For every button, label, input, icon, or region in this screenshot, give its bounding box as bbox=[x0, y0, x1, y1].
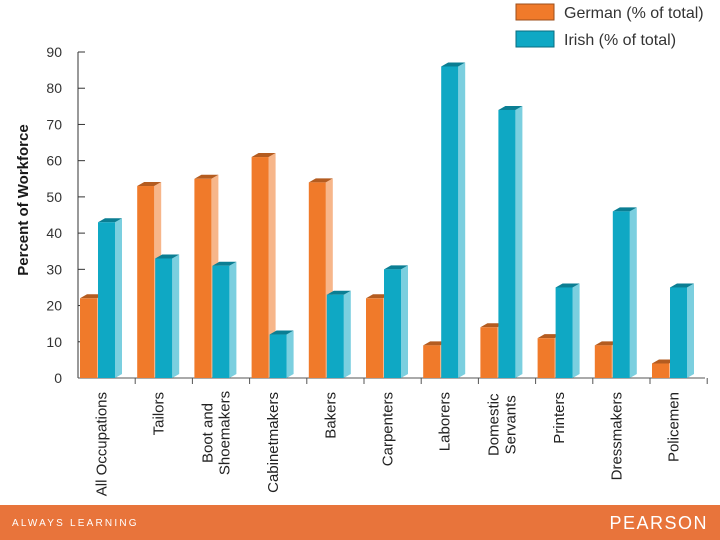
y-tick-label: 40 bbox=[46, 225, 62, 241]
bar-top bbox=[441, 62, 466, 67]
y-tick-label: 30 bbox=[46, 261, 62, 277]
category-label: Bakers bbox=[322, 392, 339, 439]
bar bbox=[269, 330, 294, 378]
bar-front bbox=[384, 269, 401, 378]
bar-front bbox=[194, 178, 212, 378]
bar-front bbox=[498, 109, 516, 378]
bar bbox=[498, 105, 523, 378]
y-tick-label: 20 bbox=[46, 298, 62, 314]
bar-side bbox=[629, 207, 637, 378]
bar-side bbox=[229, 261, 237, 378]
bar-top bbox=[155, 254, 180, 259]
bar-front bbox=[612, 211, 630, 378]
bar bbox=[441, 62, 466, 378]
bar-side bbox=[172, 254, 180, 378]
y-tick-label: 80 bbox=[46, 80, 62, 96]
bar bbox=[555, 283, 580, 378]
category-label: Tailors bbox=[151, 392, 168, 435]
category-label: Boot andShoemakers bbox=[199, 391, 233, 475]
bars bbox=[80, 62, 694, 378]
bar-top bbox=[326, 290, 351, 295]
bar bbox=[670, 283, 694, 378]
bar-front bbox=[80, 298, 97, 378]
bar-front bbox=[441, 66, 459, 378]
publisher-logo: PEARSON bbox=[609, 513, 708, 533]
footer-tagline: ALWAYS LEARNING bbox=[12, 518, 139, 529]
legend-item: Irish (% of total) bbox=[515, 30, 676, 49]
bar-top bbox=[498, 105, 523, 110]
category-label: Policemen bbox=[666, 392, 683, 462]
category-label: Carpenters bbox=[380, 392, 397, 466]
y-tick-label: 50 bbox=[46, 189, 62, 205]
y-tick-label: 0 bbox=[54, 370, 62, 386]
category-label: Cabinetmakers bbox=[265, 392, 282, 493]
bar-side bbox=[286, 330, 294, 378]
bar-top bbox=[555, 283, 580, 288]
category-label: Dressmakers bbox=[608, 392, 625, 480]
bar-front bbox=[555, 287, 573, 378]
category-label: All Occupations bbox=[94, 392, 111, 496]
bar-top bbox=[612, 207, 637, 212]
legend-label: Irish (% of total) bbox=[564, 32, 676, 49]
legend-item: German (% of total) bbox=[515, 3, 704, 22]
bar-top bbox=[308, 178, 333, 183]
bar bbox=[612, 207, 637, 378]
bar bbox=[384, 265, 408, 378]
y-tick-label: 10 bbox=[46, 334, 62, 350]
bar-side bbox=[687, 283, 694, 378]
bar-top bbox=[212, 261, 237, 266]
bar-front bbox=[423, 345, 441, 378]
bar-top bbox=[98, 218, 122, 223]
bar-side bbox=[115, 218, 122, 378]
footer-bar: ALWAYS LEARNING PEARSON bbox=[0, 505, 720, 540]
bar bbox=[98, 218, 122, 378]
legend-swatch bbox=[515, 3, 555, 21]
bar bbox=[326, 290, 351, 378]
bar bbox=[212, 261, 237, 378]
bar-front bbox=[155, 258, 173, 378]
legend-label: German (% of total) bbox=[564, 5, 704, 22]
bar-side bbox=[458, 62, 466, 378]
bar-front bbox=[251, 157, 269, 378]
bar-front bbox=[670, 287, 687, 378]
y-tick-label: 90 bbox=[46, 44, 62, 60]
bar-top bbox=[137, 182, 162, 187]
bar-side bbox=[401, 265, 408, 378]
bar-side bbox=[268, 153, 276, 378]
bar-top bbox=[251, 153, 276, 158]
category-labels: All Occupations Tailors Boot andShoemakers… bbox=[94, 378, 708, 496]
bar-front bbox=[137, 186, 155, 378]
legend: German (% of total) Irish (% of total) bbox=[515, 3, 704, 49]
bar-front bbox=[480, 327, 498, 378]
y-axis-label: Percent of Workforce bbox=[15, 124, 32, 275]
bar-front bbox=[537, 338, 555, 378]
category-label: Laborers bbox=[437, 392, 454, 451]
bar-front bbox=[308, 182, 326, 378]
bar-top bbox=[194, 174, 219, 179]
bar-chart: 0 10 20 30 40 50 60 70 80 90 All Occupations Tailo… bbox=[15, 3, 708, 496]
y-tick-label: 60 bbox=[46, 153, 62, 169]
bar-top bbox=[384, 265, 408, 270]
bar-top bbox=[670, 283, 694, 288]
bar-front bbox=[269, 334, 287, 378]
bar-front bbox=[212, 265, 230, 378]
bar-front bbox=[366, 298, 383, 378]
bar-top bbox=[269, 330, 294, 335]
bar-front bbox=[594, 345, 612, 378]
bar-side bbox=[572, 283, 580, 378]
legend-swatch bbox=[515, 30, 555, 48]
category-label: DomesticServants bbox=[485, 393, 519, 456]
bar-side bbox=[515, 105, 523, 378]
category-label: Printers bbox=[551, 392, 568, 444]
bar bbox=[251, 153, 276, 378]
bar-front bbox=[652, 363, 669, 378]
bar-front bbox=[98, 222, 115, 378]
bar-front bbox=[326, 294, 344, 378]
y-tick-label: 70 bbox=[46, 116, 62, 132]
bar bbox=[155, 254, 180, 378]
bar-side bbox=[343, 290, 351, 378]
